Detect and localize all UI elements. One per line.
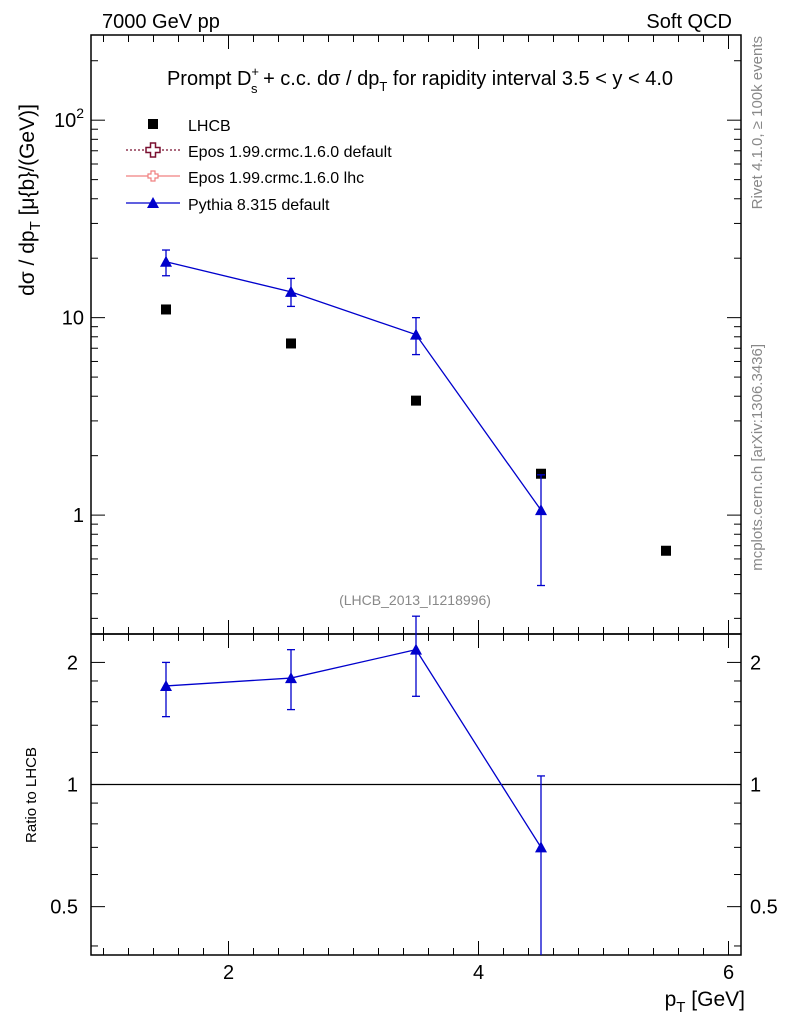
ratio-y-axis-label: Ratio to LHCB [23,747,40,843]
y-axis-label: dσ / dpT [μ{b}/(GeV)] [16,104,44,296]
ratio-point-pythia [285,672,297,684]
ratio-tick-label-right: 0.5 [750,897,778,919]
x-tick-label: 2 [223,962,234,984]
ratio-tick-label-right: 2 [750,652,761,674]
data-point-pythia [535,504,547,516]
ratio-point-pythia [535,841,547,853]
legend-label: LHCB [188,118,231,135]
mcplots-label: mcplots.cern.ch [arXiv:1306.3436] [749,344,766,571]
ratio-tick-label-left: 1 [67,775,78,797]
header-left: 7000 GeV pp [102,11,220,33]
header-right: Soft QCD [646,11,732,33]
legend-label: Epos 1.99.crmc.1.6.0 lhc [188,170,364,187]
y-tick-label: 1 [73,505,84,527]
ratio-point-pythia [410,643,422,655]
ratio-point-pythia [160,679,172,691]
legend-marker-epos-default [145,142,161,158]
ratio-tick-label-left: 2 [67,652,78,674]
series-line-pythia [165,261,542,511]
data-point-lhcb [411,395,421,406]
ratio-tick-label-left: 0.5 [50,897,78,919]
data-point-lhcb [536,468,546,479]
ratio-line-pythia [165,648,542,848]
legend-marker-lhcb [148,119,158,129]
legend-label: Pythia 8.315 default [188,197,330,214]
legend-label: Epos 1.99.crmc.1.6.0 default [188,144,392,161]
data-point-pythia [410,328,422,340]
ratio-tick-label-right: 1 [750,775,761,797]
y-tick-label: 10 [62,308,84,330]
rivet-label: Rivet 4.1.0, ≥ 100k events [749,36,766,209]
y-tick-label: 102 [54,105,84,132]
x-axis-label: pT [GeV] [665,988,745,1016]
data-point-lhcb [161,304,171,315]
analysis-id: (LHCB_2013_I1218996) [339,592,491,608]
data-point-pythia [285,285,297,297]
data-point-lhcb [661,545,671,556]
x-tick-label: 6 [723,962,734,984]
legend-marker-epos-lhc [147,170,159,182]
data-point-lhcb [286,338,296,349]
x-tick-label: 4 [473,962,484,984]
data-point-pythia [160,255,172,267]
chart-title: Prompt D+ s + c.c. dσ / dpT for rapidity … [167,64,673,96]
legend-marker-pythia [147,197,159,208]
